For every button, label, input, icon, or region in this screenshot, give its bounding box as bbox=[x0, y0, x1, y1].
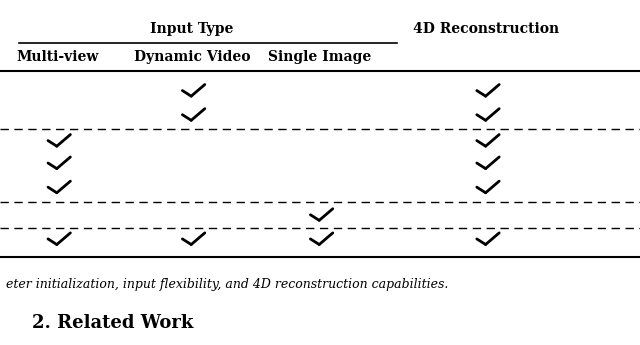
Text: Input Type: Input Type bbox=[150, 22, 234, 36]
Text: Multi-view: Multi-view bbox=[17, 50, 99, 64]
Text: 4D Reconstruction: 4D Reconstruction bbox=[413, 22, 559, 36]
Text: Dynamic Video: Dynamic Video bbox=[134, 50, 250, 64]
Text: eter initialization, input flexibility, and 4D reconstruction capabilities.: eter initialization, input flexibility, … bbox=[6, 278, 449, 291]
Text: Single Image: Single Image bbox=[268, 50, 372, 64]
Text: 2. Related Work: 2. Related Work bbox=[32, 314, 193, 332]
